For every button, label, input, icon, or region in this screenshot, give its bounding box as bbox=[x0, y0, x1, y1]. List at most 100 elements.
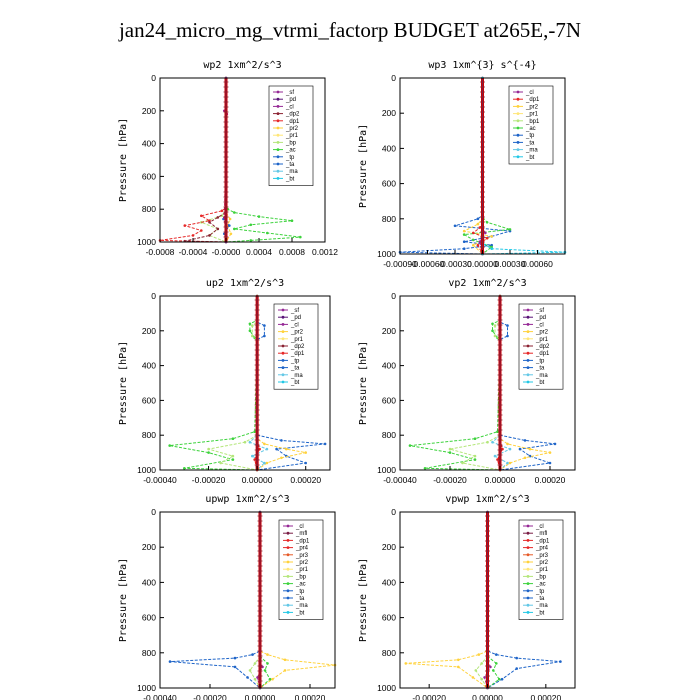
series-line bbox=[249, 512, 261, 689]
series-point bbox=[506, 324, 509, 327]
series-point bbox=[493, 334, 497, 338]
y-tick-label: 400 bbox=[142, 361, 156, 371]
panel-title: up2 1xm^2/s^3 bbox=[206, 278, 284, 289]
series-point bbox=[248, 440, 252, 444]
y-tick-label: 400 bbox=[382, 143, 396, 153]
series-point bbox=[183, 467, 186, 470]
legend-entry: _ta bbox=[525, 140, 535, 146]
legend-marker bbox=[526, 330, 530, 333]
series-point bbox=[491, 322, 494, 326]
legend-marker bbox=[526, 603, 530, 607]
series-point bbox=[233, 227, 236, 231]
series-point bbox=[246, 676, 249, 679]
legend-marker bbox=[281, 337, 285, 341]
series-line bbox=[169, 296, 258, 471]
series-line bbox=[405, 512, 488, 689]
y-tick-label: 200 bbox=[382, 108, 396, 118]
y-tick-label: 800 bbox=[382, 648, 396, 658]
series-point bbox=[256, 676, 259, 679]
series-point bbox=[506, 442, 509, 446]
panel-title: vp2 1xm^2/s^3 bbox=[448, 278, 526, 289]
series-point bbox=[477, 653, 481, 656]
legend-marker bbox=[526, 560, 530, 564]
legend-entry: _bt bbox=[535, 610, 545, 616]
series-point bbox=[216, 216, 220, 219]
y-tick-label: 200 bbox=[142, 106, 156, 116]
legend-entry: _cl bbox=[535, 322, 544, 328]
x-tick-label: 0.0004 bbox=[246, 247, 272, 257]
series-point bbox=[518, 447, 522, 451]
y-tick-label: 600 bbox=[142, 613, 156, 623]
legend-entry: _bt bbox=[295, 610, 305, 616]
legend-entry: _tp bbox=[290, 358, 300, 364]
series-point bbox=[283, 658, 287, 662]
legend-marker bbox=[276, 177, 280, 180]
series-point bbox=[490, 235, 494, 238]
legend-marker bbox=[286, 546, 290, 549]
x-tick-label: 0.00020 bbox=[530, 693, 561, 700]
legend-entry: _tp bbox=[525, 133, 535, 139]
series-point bbox=[266, 662, 269, 665]
legend-marker bbox=[516, 119, 520, 123]
plot-frame bbox=[159, 511, 336, 689]
legend-marker bbox=[281, 308, 285, 312]
legend-entry: _pr2 bbox=[535, 330, 549, 336]
series-point bbox=[453, 224, 457, 228]
legend-box bbox=[278, 519, 324, 620]
series-point bbox=[304, 451, 308, 454]
series-point bbox=[508, 461, 512, 465]
x-tick-label: 0.00000 bbox=[242, 475, 273, 485]
series-point bbox=[553, 442, 557, 446]
legend-marker bbox=[286, 524, 290, 528]
series-point bbox=[233, 656, 237, 660]
series-point bbox=[243, 440, 247, 444]
panel-title: wp2 1xm^2/s^3 bbox=[203, 60, 281, 71]
legend-marker bbox=[276, 148, 280, 152]
series-point bbox=[461, 461, 464, 465]
series-point bbox=[253, 662, 257, 665]
series-point bbox=[472, 231, 475, 235]
series-point bbox=[280, 439, 283, 442]
x-tick-label: -0.00020 bbox=[193, 693, 227, 700]
legend-entry: _ta bbox=[535, 596, 545, 602]
legend-entry: _ac bbox=[295, 582, 306, 588]
legend-marker bbox=[526, 596, 530, 600]
series-point bbox=[476, 222, 480, 226]
y-tick-label: 0 bbox=[391, 291, 396, 301]
series-point bbox=[528, 447, 532, 451]
series-point bbox=[548, 461, 552, 465]
series-point bbox=[266, 231, 269, 235]
legend-entry: _ta bbox=[535, 366, 545, 372]
legend-marker bbox=[276, 112, 280, 115]
x-tick-label: 0.00020 bbox=[295, 693, 326, 700]
x-tick-label: 0.0008 bbox=[279, 247, 305, 257]
series-dp2 bbox=[408, 294, 502, 472]
x-tick-label: 0.00000 bbox=[245, 693, 276, 700]
legend-entry: _pr2 bbox=[285, 126, 299, 132]
series-point bbox=[474, 669, 478, 672]
legend-entry: _bt bbox=[525, 155, 535, 161]
legend-entry: _pr1 bbox=[285, 133, 299, 139]
legend-marker bbox=[526, 546, 530, 549]
legend-entry: _bt bbox=[535, 380, 545, 386]
legend-marker bbox=[281, 315, 285, 319]
series-point bbox=[323, 442, 327, 446]
legend-marker bbox=[516, 112, 520, 115]
legend-marker bbox=[276, 126, 280, 130]
series-point bbox=[508, 447, 512, 451]
series-point bbox=[457, 665, 460, 669]
series-point bbox=[263, 669, 267, 672]
series-point bbox=[208, 234, 211, 237]
y-tick-label: 600 bbox=[142, 395, 156, 405]
plot-frame bbox=[159, 77, 326, 243]
series-point bbox=[462, 240, 466, 243]
legend-marker bbox=[526, 315, 530, 319]
series-point bbox=[265, 447, 269, 451]
series-point bbox=[485, 221, 489, 224]
legend-marker bbox=[286, 560, 290, 564]
series-point bbox=[290, 219, 294, 222]
legend-marker bbox=[281, 380, 285, 384]
y-tick-label: 400 bbox=[142, 139, 156, 149]
x-tick-label: -0.00020 bbox=[192, 475, 226, 485]
